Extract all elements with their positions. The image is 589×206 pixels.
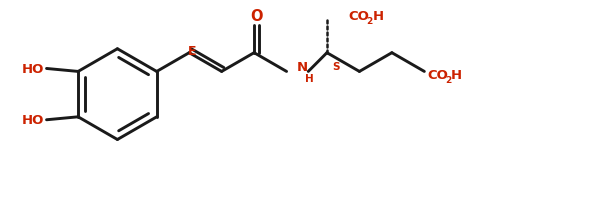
Text: S: S	[332, 61, 339, 71]
Text: CO: CO	[349, 10, 369, 23]
Text: H: H	[372, 10, 383, 23]
Text: HO: HO	[22, 63, 44, 76]
Text: 2: 2	[366, 16, 373, 26]
Text: 2: 2	[445, 75, 451, 84]
Text: H: H	[305, 74, 314, 84]
Text: N: N	[296, 61, 307, 74]
Text: O: O	[250, 9, 262, 23]
Text: E: E	[188, 44, 197, 57]
Text: CO: CO	[427, 69, 448, 82]
Text: H: H	[451, 69, 462, 82]
Text: HO: HO	[22, 114, 44, 127]
